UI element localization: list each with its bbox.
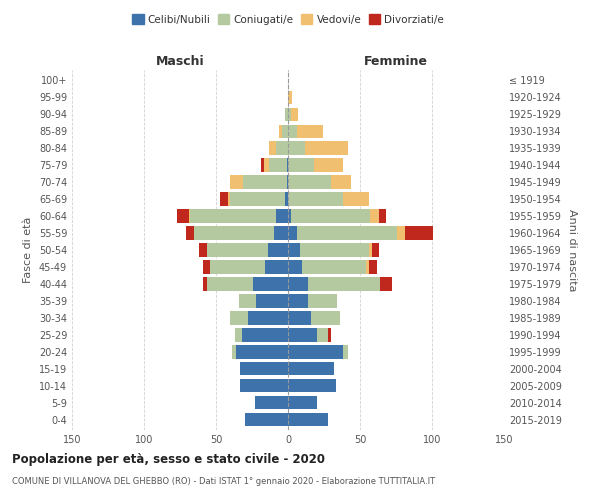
Bar bbox=[302, 260, 366, 274]
Bar bbox=[311, 312, 340, 324]
Bar bbox=[343, 346, 349, 358]
Bar bbox=[277, 210, 288, 222]
Bar bbox=[230, 312, 248, 324]
Bar bbox=[288, 294, 308, 308]
Bar bbox=[285, 108, 288, 121]
Bar bbox=[280, 124, 282, 138]
Bar bbox=[194, 226, 274, 239]
Bar bbox=[288, 124, 296, 138]
Bar bbox=[288, 244, 299, 256]
Bar bbox=[235, 328, 242, 342]
Legend: Celibi/Nubili, Coniugati/e, Vedovi/e, Divorziati/e: Celibi/Nubili, Coniugati/e, Vedovi/e, Di… bbox=[128, 10, 448, 29]
Bar bbox=[404, 226, 433, 239]
Bar bbox=[317, 328, 328, 342]
Bar bbox=[288, 278, 308, 290]
Bar bbox=[274, 226, 288, 239]
Bar bbox=[291, 108, 298, 121]
Bar bbox=[331, 176, 352, 188]
Bar bbox=[288, 396, 317, 409]
Bar bbox=[230, 176, 244, 188]
Bar bbox=[370, 210, 379, 222]
Bar bbox=[288, 346, 343, 358]
Bar bbox=[227, 192, 230, 205]
Bar bbox=[328, 328, 331, 342]
Bar bbox=[265, 260, 288, 274]
Bar bbox=[208, 278, 253, 290]
Bar bbox=[248, 312, 288, 324]
Text: Maschi: Maschi bbox=[155, 56, 205, 68]
Bar bbox=[308, 294, 337, 308]
Bar bbox=[190, 210, 277, 222]
Bar bbox=[288, 90, 292, 104]
Bar bbox=[268, 244, 288, 256]
Bar bbox=[291, 210, 370, 222]
Bar bbox=[210, 260, 265, 274]
Bar bbox=[288, 226, 296, 239]
Bar bbox=[277, 142, 288, 154]
Bar bbox=[199, 244, 208, 256]
Bar bbox=[288, 260, 302, 274]
Bar bbox=[220, 192, 227, 205]
Bar bbox=[366, 260, 368, 274]
Bar bbox=[371, 244, 379, 256]
Bar bbox=[380, 278, 392, 290]
Text: COMUNE DI VILLANOVA DEL GHEBBO (RO) - Dati ISTAT 1° gennaio 2020 - Elaborazione : COMUNE DI VILLANOVA DEL GHEBBO (RO) - Da… bbox=[12, 478, 435, 486]
Bar bbox=[203, 260, 210, 274]
Bar bbox=[245, 413, 288, 426]
Bar bbox=[285, 192, 288, 205]
Bar bbox=[288, 142, 305, 154]
Bar bbox=[241, 379, 288, 392]
Bar bbox=[256, 294, 288, 308]
Bar bbox=[288, 379, 335, 392]
Bar bbox=[299, 244, 368, 256]
Bar bbox=[241, 362, 288, 376]
Bar bbox=[308, 278, 380, 290]
Bar bbox=[244, 176, 287, 188]
Bar bbox=[269, 142, 277, 154]
Bar bbox=[232, 346, 236, 358]
Bar bbox=[288, 312, 311, 324]
Bar bbox=[379, 210, 386, 222]
Bar bbox=[288, 108, 291, 121]
Bar bbox=[239, 294, 256, 308]
Y-axis label: Anni di nascita: Anni di nascita bbox=[567, 209, 577, 291]
Bar bbox=[242, 328, 288, 342]
Bar bbox=[287, 176, 288, 188]
Bar bbox=[368, 260, 377, 274]
Bar bbox=[263, 158, 269, 172]
Bar bbox=[288, 210, 291, 222]
Bar bbox=[305, 142, 349, 154]
Bar bbox=[236, 346, 288, 358]
Y-axis label: Fasce di età: Fasce di età bbox=[23, 217, 33, 283]
Bar bbox=[397, 226, 404, 239]
Bar bbox=[269, 158, 287, 172]
Bar bbox=[255, 396, 288, 409]
Bar bbox=[188, 210, 190, 222]
Bar bbox=[288, 192, 343, 205]
Bar bbox=[288, 413, 328, 426]
Bar bbox=[288, 176, 331, 188]
Bar bbox=[314, 158, 343, 172]
Bar bbox=[230, 192, 285, 205]
Bar bbox=[253, 278, 288, 290]
Bar bbox=[287, 158, 288, 172]
Bar bbox=[208, 244, 268, 256]
Bar bbox=[186, 226, 194, 239]
Bar bbox=[177, 210, 188, 222]
Bar bbox=[288, 362, 334, 376]
Bar bbox=[282, 124, 288, 138]
Bar bbox=[368, 244, 371, 256]
Bar bbox=[203, 278, 208, 290]
Bar bbox=[296, 124, 323, 138]
Bar bbox=[288, 158, 314, 172]
Bar bbox=[343, 192, 368, 205]
Text: Femmine: Femmine bbox=[364, 56, 428, 68]
Text: Popolazione per età, sesso e stato civile - 2020: Popolazione per età, sesso e stato civil… bbox=[12, 452, 325, 466]
Bar bbox=[288, 328, 317, 342]
Bar bbox=[296, 226, 397, 239]
Bar bbox=[260, 158, 263, 172]
